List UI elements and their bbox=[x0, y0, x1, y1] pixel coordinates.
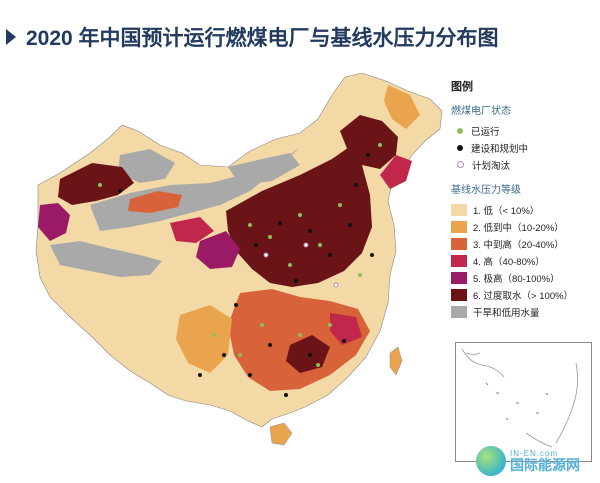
swatch-icon bbox=[451, 203, 467, 216]
stress-region-5-central bbox=[196, 231, 240, 269]
legend-label: 5. 极高（80-100%） bbox=[473, 273, 560, 285]
swatch-icon bbox=[451, 254, 467, 267]
arid-region-3 bbox=[228, 153, 300, 185]
planned-dot-icon bbox=[457, 144, 463, 151]
stress-region-2-northeast bbox=[384, 85, 420, 129]
title-arrow-icon bbox=[6, 29, 16, 45]
legend-stress-1: 1. 低（< 10%） bbox=[451, 201, 596, 218]
legend-stress-6: 6. 过度取水（> 100%） bbox=[451, 286, 596, 303]
plant-status-title: 燃煤电厂状态 bbox=[451, 106, 511, 117]
south-china-sea-inset bbox=[455, 342, 592, 462]
plant-dots-planned bbox=[118, 153, 374, 397]
legend-label: 干旱和低用水量 bbox=[473, 307, 540, 319]
legend-stress-4: 4. 高（40-80%） bbox=[451, 252, 596, 269]
inset-map bbox=[461, 348, 578, 448]
legend-label: 建设和规划中 bbox=[471, 143, 529, 155]
operating-dot-icon bbox=[457, 127, 463, 134]
stress-region-5-xinjiang bbox=[38, 203, 70, 241]
watermark-text: IN-EN.com 国际能源网 bbox=[510, 449, 580, 473]
stress-region-6-northeast bbox=[340, 115, 398, 169]
watermark: IN-EN.com 国际能源网 bbox=[476, 446, 580, 476]
in-en-logo-icon bbox=[476, 446, 506, 476]
legend-plant-planned: 建设和规划中 bbox=[451, 139, 596, 156]
legend-label: 4. 高（40-80%） bbox=[473, 256, 545, 268]
swatch-icon bbox=[451, 220, 467, 233]
legend-label: 已运行 bbox=[471, 126, 500, 138]
legend-stress-arid: 干旱和低用水量 bbox=[451, 303, 596, 320]
retiring-dot-icon bbox=[457, 161, 464, 168]
legend-stress-5: 5. 极高（80-100%） bbox=[451, 269, 596, 286]
map-legend: 图例 燃煤电厂状态 已运行 建设和规划中 计划淘汰 基线水压力等级 1. 低（<… bbox=[451, 78, 596, 320]
stress-region-6-xinjiang bbox=[58, 163, 134, 205]
legend-label: 1. 低（< 10%） bbox=[473, 205, 540, 217]
stress-region-4-central bbox=[170, 217, 214, 243]
stress-region-3-xinjiang bbox=[128, 191, 182, 213]
stress-region-2-south bbox=[176, 305, 232, 373]
map-title-text: 2020 年中国预计运行燃煤电厂与基线水压力分布图 bbox=[26, 27, 499, 50]
swatch-icon bbox=[451, 237, 467, 250]
plant-dots-retiring bbox=[263, 242, 339, 288]
stress-region-4-south bbox=[330, 313, 362, 345]
arid-region-2 bbox=[118, 149, 175, 183]
legend-stress-3: 3. 中到高（20-40%） bbox=[451, 235, 596, 252]
china-map bbox=[35, 72, 443, 446]
swatch-icon bbox=[451, 288, 467, 301]
taiwan-island bbox=[389, 346, 403, 376]
stress-region-4-northeast bbox=[380, 155, 412, 189]
watermark-cn: 国际能源网 bbox=[510, 457, 580, 473]
legend-label: 3. 中到高（20-40%） bbox=[473, 239, 564, 251]
plant-dots-operating bbox=[98, 143, 382, 367]
swatch-icon bbox=[451, 305, 467, 318]
legend-title: 图例 bbox=[451, 81, 473, 93]
water-stress-title: 基线水压力等级 bbox=[451, 185, 521, 196]
swatch-icon bbox=[451, 271, 467, 284]
legend-label: 2. 低到中（10-20%） bbox=[473, 222, 564, 234]
hainan-island bbox=[269, 422, 293, 446]
legend-stress-2: 2. 低到中（10-20%） bbox=[451, 218, 596, 235]
legend-label: 6. 过度取水（> 100%） bbox=[473, 290, 574, 302]
map-title: 2020 年中国预计运行燃煤电厂与基线水压力分布图 bbox=[6, 22, 499, 52]
watermark-en: IN-EN.com bbox=[510, 449, 559, 458]
legend-plant-retiring: 计划淘汰 bbox=[451, 156, 596, 173]
arid-region-4 bbox=[50, 241, 162, 277]
legend-label: 计划淘汰 bbox=[472, 160, 511, 172]
legend-plant-operating: 已运行 bbox=[451, 122, 596, 139]
